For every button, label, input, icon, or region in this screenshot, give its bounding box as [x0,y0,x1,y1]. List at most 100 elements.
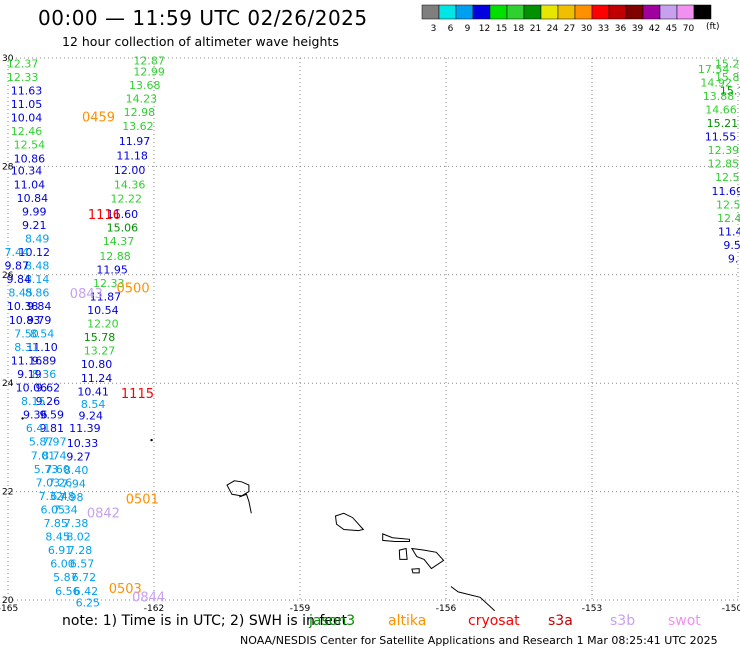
wave-height-value: 14.66 [705,103,737,116]
footer-credit: NOAA/NESDIS Center for Satellite Applica… [240,634,718,647]
wave-height-value: 10.83 [9,314,41,327]
wave-height-value: 7.50 [14,327,39,340]
colorbar-label-18: 18 [513,24,525,34]
legend-s3b: s3b [610,613,636,629]
wave-height-value: 12.85 [708,158,740,171]
wave-height-value: 12.33 [7,71,39,84]
wave-height-value: 15.21 [707,117,739,130]
island-outline [411,568,420,574]
pass-time-label: 0843 [70,287,103,302]
wave-height-value: 7.32 [39,490,64,503]
wave-height-value: 8.49 [25,232,50,245]
wave-height-value: 9.59 [40,409,65,422]
colorbar-label-70: 70 [683,24,695,34]
wave-height-value: 9.36 [23,409,48,422]
island-outline [226,480,250,497]
wave-height-value: 11.60 [107,208,139,221]
colorbar-label-6: 6 [448,24,454,34]
wave-height-value: 8.45 [45,531,70,544]
wave-height-value: 13.27 [84,345,116,358]
colorbar-label-27: 27 [564,24,575,34]
page-title: 00:00 — 11:59 UTC 02/26/2025 [38,6,368,30]
island-outline [398,547,408,560]
wave-height-value: 7.85 [43,517,68,530]
wave-height-value: 14.37 [103,235,135,248]
pass-time-label: 1115 [121,387,154,402]
wave-height-value: 7.26 [48,476,73,489]
legend-altika: altika [388,613,427,629]
wave-height-value: 12.4 [717,212,740,225]
colorbar-label-30: 30 [581,24,593,34]
wave-height-value: 11.69 [712,185,740,198]
wave-height-value: 10.80 [81,358,113,371]
wave-height-value: 9.84 [6,273,31,286]
colorbar-swatch-16 [693,4,712,20]
wave-height-value: 6.05 [41,503,66,516]
wave-height-value: 5.87 [53,571,78,584]
wave-height-value: 15.06 [107,222,139,235]
wave-height-value: 11.95 [96,263,128,276]
wave-height-value: 12.88 [99,250,131,263]
y-tick-label: 28 [2,162,14,172]
wave-height-value: 11.18 [116,150,148,163]
wave-height-value: 11.4 [718,225,740,238]
wave-height-value: 8.45 [8,287,33,300]
wave-height-value: 13.62 [122,120,154,133]
wave-height-value: 8.40 [64,464,89,477]
wave-height-value: 8.14 [25,273,50,286]
wave-height-value: 8.54 [81,398,106,411]
wave-height-value: 9.84 [27,300,52,313]
pass-time-label: 0844 [132,590,165,605]
wave-height-value: 9.24 [78,410,103,423]
wave-height-value: 11.39 [69,422,101,435]
wave-height-value: 10.41 [77,385,109,398]
island-outline [382,533,410,542]
x-tick-label: -165 [0,604,18,614]
island-outline [410,547,445,570]
wave-height-value: 5.73 [34,463,59,476]
wave-height-value: 11.55 [705,131,737,144]
island-outline [334,512,365,532]
wave-height-value: 12.39 [708,144,740,157]
x-tick-label: -156 [436,604,457,614]
colorbar-label-24: 24 [547,24,559,34]
wave-height-value: 6.48 [50,490,75,503]
wave-height-value: 6.00 [50,558,75,571]
colorbar-label-12: 12 [479,24,490,34]
y-tick-label: 24 [2,379,14,389]
pass-time-label: 0842 [87,506,120,521]
wave-height-value: 8.36 [32,368,57,381]
wave-height-value: 7.98 [59,491,84,504]
y-tick-label: 22 [2,488,13,498]
pass-time-label: 0459 [82,111,115,126]
wave-height-value: 11.05 [11,98,43,111]
wave-height-value: 7.44 [5,246,30,259]
wave-height-value: 12.20 [87,318,119,331]
colorbar-label-9: 9 [465,24,471,34]
pass-time-label: 0503 [109,582,142,597]
wave-height-value: 10.38 [7,300,39,313]
wave-height-value: 6.56 [55,585,80,598]
wave-height-value: 9.79 [27,314,52,327]
wave-height-value: 7.97 [42,436,67,449]
wave-height-value: 12.5 [715,171,740,184]
wave-height-value: 11.10 [26,341,58,354]
wave-height-value: 7.01 [31,449,56,462]
wave-height-value: 10.86 [14,152,46,165]
wave-height-value: 12.5 [716,198,740,211]
wave-height-value: 15.82 [715,71,740,84]
wave-height-value: 15.78 [84,331,116,344]
wave-height-value: 9.27 [66,450,91,463]
colorbar-unit: (ft) [706,22,720,32]
x-tick-label: -150 [722,604,740,614]
legend-s3a: s3a [548,613,573,629]
colorbar-label-3: 3 [431,24,437,34]
y-tick-label: 30 [2,54,14,64]
page-subtitle: 12 hour collection of altimeter wave hei… [62,34,339,49]
wave-height-value: 9.87 [5,260,30,273]
wave-height-value: 8.48 [25,260,50,273]
wave-height-value: 12.22 [111,192,143,205]
wave-height-value: 15.20 [715,57,740,70]
